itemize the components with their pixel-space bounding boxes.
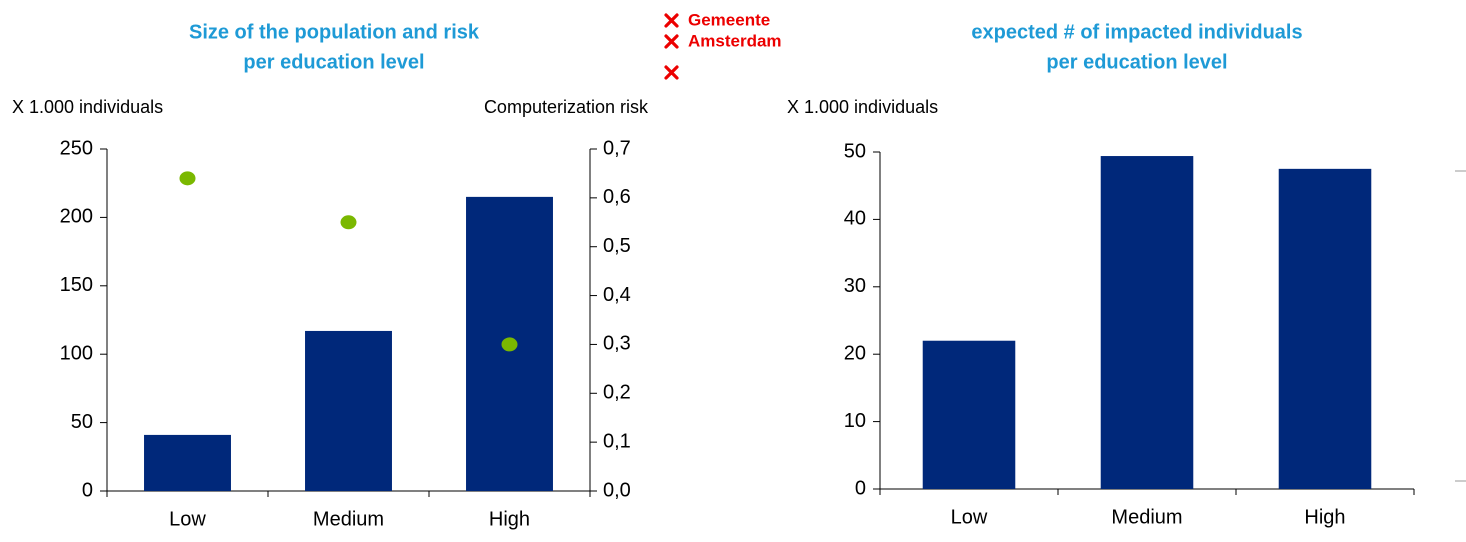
y-tick-label: 0 — [855, 477, 866, 499]
y-tick-label: 40 — [844, 208, 866, 230]
y2-tick-label: 0,3 — [603, 333, 631, 355]
risk-dot — [179, 171, 196, 186]
chart-title: expected # of impacted individuals — [971, 21, 1302, 43]
x-tick-label: Low — [169, 508, 206, 530]
y-tick-label: 250 — [60, 137, 93, 159]
bar — [1278, 168, 1372, 489]
x-tick-label: Low — [951, 506, 988, 528]
chart-title: Size of the population and risk — [189, 21, 480, 43]
y-tick-label: 100 — [60, 342, 93, 364]
y-tick-label: 10 — [844, 410, 866, 432]
y-axis-label: X 1.000 individuals — [787, 97, 938, 117]
y-tick-label: 150 — [60, 274, 93, 296]
x-tick-label: High — [1304, 506, 1345, 528]
y2-axis-label: Computerization risk — [484, 97, 649, 117]
y2-tick-label: 0,5 — [603, 235, 631, 257]
y2-tick-label: 0,4 — [603, 284, 631, 306]
logo: Gemeente Amsterdam — [664, 10, 782, 80]
y2-tick-label: 0,1 — [603, 430, 631, 452]
logo-text: Amsterdam — [688, 31, 782, 50]
bar — [922, 340, 1016, 489]
y-tick-label: 0 — [82, 479, 93, 501]
logo-text: Gemeente — [688, 10, 770, 29]
y2-tick-label: 0,7 — [603, 137, 631, 159]
y-tick-label: 200 — [60, 206, 93, 228]
y2-tick-label: 0,2 — [603, 382, 631, 404]
x-tick-label: Medium — [313, 508, 384, 530]
x-tick-label: Medium — [1111, 506, 1182, 528]
logo-crosses — [664, 13, 679, 80]
y-axis-label: X 1.000 individuals — [12, 97, 163, 117]
y-tick-label: 50 — [844, 140, 866, 162]
bar — [1100, 156, 1194, 489]
risk-dot — [501, 337, 518, 352]
chart-title: per education level — [243, 51, 424, 73]
y-tick-label: 20 — [844, 342, 866, 364]
y-tick-label: 30 — [844, 275, 866, 297]
risk-dot — [340, 215, 357, 230]
bar — [305, 330, 392, 491]
y2-tick-label: 0,6 — [603, 186, 631, 208]
x-tick-label: High — [489, 508, 530, 530]
chart-title: per education level — [1046, 51, 1227, 73]
y-tick-label: 50 — [71, 411, 93, 433]
y2-tick-label: 0,0 — [603, 479, 631, 501]
bar — [144, 434, 231, 491]
